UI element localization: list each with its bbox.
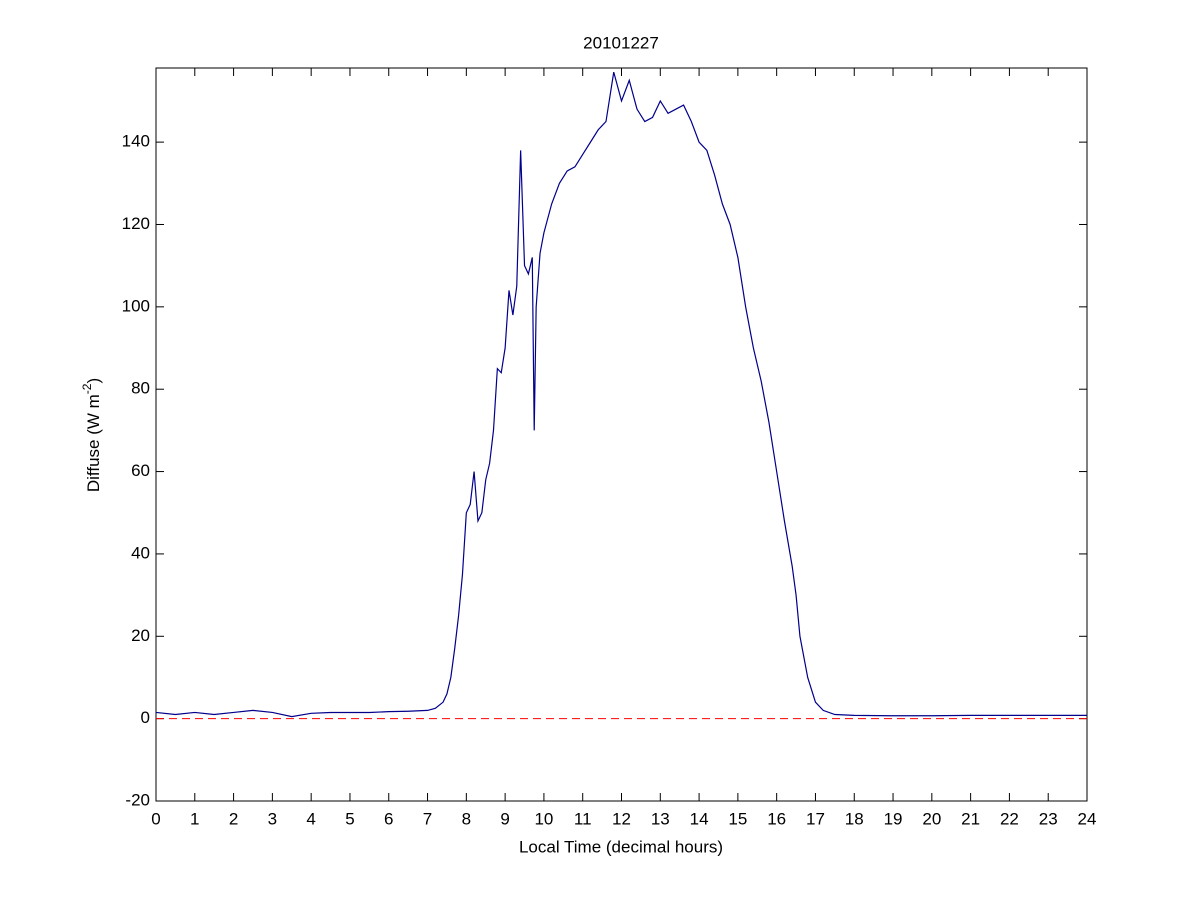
x-tick-label: 14 <box>690 809 709 828</box>
x-tick-label: 18 <box>845 809 864 828</box>
y-tick-label: 20 <box>131 626 150 645</box>
y-label-sup: -2 <box>80 383 94 394</box>
x-tick-label: 2 <box>229 809 238 828</box>
y-tick-label: 60 <box>131 461 150 480</box>
x-tick-label: 3 <box>268 809 277 828</box>
y-label-suffix: ) <box>84 378 103 384</box>
x-tick-label: 0 <box>151 809 160 828</box>
x-tick-label: 24 <box>1078 809 1097 828</box>
plot-area <box>155 67 1088 802</box>
y-tick-label: 100 <box>122 296 150 315</box>
x-tick-label: 9 <box>500 809 509 828</box>
x-tick-label: 13 <box>651 809 670 828</box>
x-tick-label: 5 <box>345 809 354 828</box>
x-tick-label: 15 <box>728 809 747 828</box>
data-line <box>155 71 1087 718</box>
y-tick-label: 80 <box>131 379 150 398</box>
x-tick-label: 8 <box>462 809 471 828</box>
y-tick-label: 140 <box>122 132 150 151</box>
chart-title: 20101227 <box>583 33 659 52</box>
x-tick-label: 10 <box>534 809 553 828</box>
x-tick-label: 6 <box>384 809 393 828</box>
y-tick-label: 120 <box>122 214 150 233</box>
x-tick-label: 7 <box>423 809 432 828</box>
y-label-text: Diffuse (W m <box>84 394 103 492</box>
x-tick-label: 22 <box>1000 809 1019 828</box>
x-tick-label: 11 <box>574 809 592 828</box>
y-tick-label: -20 <box>125 790 150 809</box>
x-tick-label: 21 <box>961 809 980 828</box>
x-tick-label: 17 <box>806 809 825 828</box>
x-tick-label: 4 <box>306 809 315 828</box>
x-tick-label: 20 <box>922 809 941 828</box>
y-tick-label: 40 <box>131 543 150 562</box>
x-tick-label: 1 <box>190 809 199 828</box>
y-axis-label: Diffuse (W m-2) <box>80 378 103 492</box>
x-tick-label: 19 <box>884 809 903 828</box>
x-axis-label: Local Time (decimal hours) <box>519 837 723 856</box>
y-tick-label: 0 <box>141 708 150 727</box>
x-tick-label: 16 <box>767 809 786 828</box>
x-tick-label: 23 <box>1039 809 1058 828</box>
x-tick-label: 12 <box>612 809 631 828</box>
